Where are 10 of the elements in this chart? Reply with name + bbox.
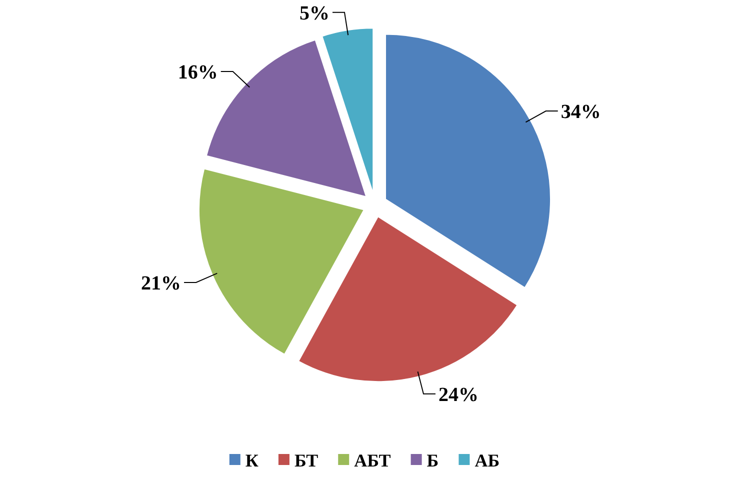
legend-label: АБТ bbox=[354, 450, 391, 470]
legend-label: К bbox=[245, 450, 258, 470]
data-label: 5% bbox=[299, 2, 330, 24]
data-label: 16% bbox=[178, 62, 218, 84]
data-label: 21% bbox=[141, 272, 182, 294]
data-label: 24% bbox=[438, 384, 478, 406]
legend-label: БТ bbox=[294, 450, 318, 470]
legend-label: Б bbox=[426, 450, 439, 470]
data-label: 34% bbox=[560, 101, 601, 124]
legend-label: АБ bbox=[474, 450, 500, 470]
